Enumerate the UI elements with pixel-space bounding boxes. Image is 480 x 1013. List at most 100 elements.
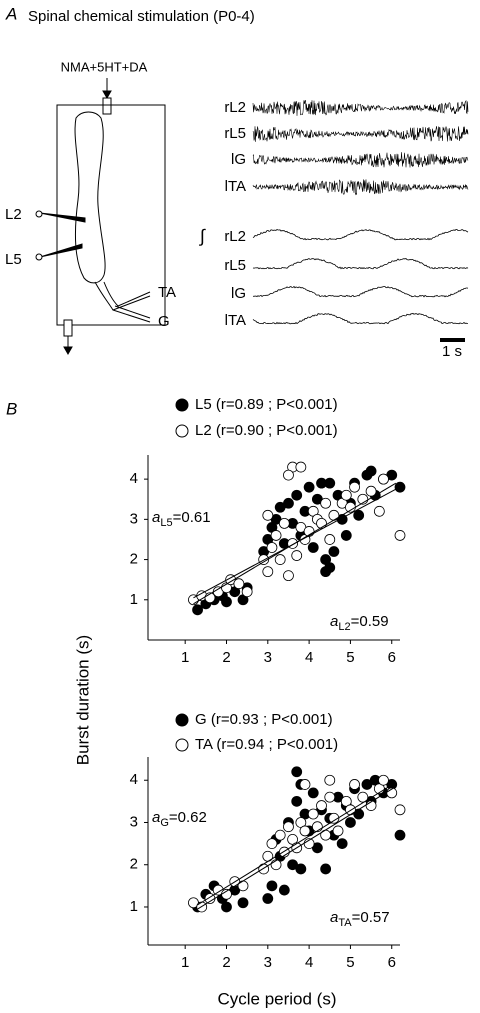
data-point bbox=[233, 578, 245, 590]
data-point bbox=[291, 550, 303, 561]
data-point bbox=[349, 779, 360, 790]
legend-marker bbox=[175, 713, 189, 727]
data-point bbox=[299, 825, 311, 837]
data-point bbox=[266, 542, 278, 553]
data-point bbox=[307, 787, 319, 799]
data-point bbox=[291, 766, 303, 778]
cord-label: TA bbox=[158, 284, 176, 301]
data-point bbox=[295, 461, 307, 473]
data-point bbox=[378, 774, 389, 786]
cord-label: G bbox=[158, 313, 170, 330]
integrated-trace bbox=[252, 285, 469, 298]
data-point bbox=[353, 509, 365, 521]
data-point bbox=[283, 821, 294, 833]
data-point bbox=[274, 554, 286, 565]
x-tick-label: 6 bbox=[388, 649, 396, 666]
data-point bbox=[262, 566, 274, 578]
annotation-subscript: L2 bbox=[338, 621, 350, 633]
annotation-text: =0.59 bbox=[351, 613, 389, 630]
legend-label: G (r=0.93 ; P<0.001) bbox=[195, 711, 333, 728]
panel-label: B bbox=[6, 399, 17, 418]
data-point bbox=[258, 863, 270, 875]
x-tick-label: 1 bbox=[181, 954, 189, 971]
integrated-trace bbox=[252, 228, 469, 241]
trace-label: rL5 bbox=[224, 257, 246, 274]
legend-label: TA (r=0.94 ; P<0.001) bbox=[195, 736, 338, 753]
data-point bbox=[266, 880, 278, 892]
data-point bbox=[192, 604, 203, 616]
data-point bbox=[345, 804, 356, 816]
annotation-symbol: a bbox=[152, 509, 160, 526]
data-point bbox=[278, 884, 290, 896]
trace-label: lTA bbox=[225, 312, 246, 329]
data-point bbox=[307, 808, 319, 820]
annotation-text: =0.61 bbox=[173, 509, 211, 526]
annotation: aL5=0.61 bbox=[152, 509, 211, 529]
data-point bbox=[221, 901, 232, 913]
data-point bbox=[295, 863, 307, 875]
legend-label: L5 (r=0.89 ; P<0.001) bbox=[195, 396, 338, 413]
y-tick-label: 4 bbox=[130, 771, 138, 788]
integrated-trace bbox=[252, 312, 469, 325]
x-tick-label: 5 bbox=[346, 649, 354, 666]
y-tick-label: 3 bbox=[130, 510, 138, 527]
data-point bbox=[283, 570, 294, 582]
data-point bbox=[394, 829, 406, 841]
data-point bbox=[394, 481, 406, 493]
x-tick-label: 6 bbox=[388, 954, 396, 971]
legend-label: L2 (r=0.90 ; P<0.001) bbox=[195, 422, 338, 439]
data-point bbox=[274, 829, 286, 841]
data-point bbox=[373, 505, 385, 517]
trace-label: rL5 bbox=[224, 125, 246, 142]
data-point bbox=[266, 838, 278, 850]
integral-sign: ∫ bbox=[198, 226, 206, 246]
x-tick-label: 2 bbox=[222, 649, 230, 666]
data-point bbox=[262, 509, 274, 521]
data-point bbox=[283, 469, 294, 481]
traces bbox=[252, 99, 469, 325]
data-point bbox=[320, 497, 332, 509]
legend-marker bbox=[175, 398, 189, 412]
data-point bbox=[291, 489, 303, 501]
raw-trace bbox=[252, 152, 469, 168]
annotation: aTA=0.57 bbox=[330, 909, 390, 929]
annotation-subscript: G bbox=[160, 817, 169, 829]
data-point bbox=[303, 481, 315, 493]
x-tick-label: 4 bbox=[305, 649, 313, 666]
y-tick-label: 1 bbox=[130, 898, 138, 915]
y-tick-label: 3 bbox=[130, 813, 138, 830]
annotation: aL2=0.59 bbox=[330, 613, 389, 633]
spinal-cord-diagram bbox=[35, 78, 166, 356]
annotation-text: =0.57 bbox=[352, 909, 390, 926]
data-point bbox=[320, 863, 332, 875]
data-point bbox=[262, 893, 274, 904]
annotation-symbol: a bbox=[152, 809, 160, 826]
data-point bbox=[324, 534, 336, 545]
data-point bbox=[316, 800, 327, 811]
data-point bbox=[324, 791, 336, 803]
x-tick-label: 4 bbox=[305, 954, 313, 971]
annotation-subscript: TA bbox=[338, 917, 352, 929]
data-point bbox=[328, 812, 340, 824]
data-point bbox=[221, 596, 232, 608]
x-tick-label: 3 bbox=[264, 649, 272, 666]
data-point bbox=[365, 465, 377, 477]
data-point bbox=[237, 897, 249, 909]
data-point bbox=[340, 489, 352, 501]
trace-label: rL2 bbox=[224, 99, 246, 116]
x-axis-label: Cycle period (s) bbox=[217, 989, 336, 1008]
data-point bbox=[378, 473, 389, 485]
raw-trace bbox=[252, 99, 469, 116]
fit-line bbox=[193, 488, 397, 599]
annotation-text: =0.62 bbox=[169, 809, 207, 826]
y-tick-label: 2 bbox=[130, 551, 138, 568]
data-point bbox=[324, 477, 336, 489]
panel-label: A bbox=[5, 4, 17, 23]
y-tick-label: 2 bbox=[130, 856, 138, 873]
fit-line bbox=[197, 786, 397, 910]
legend-marker bbox=[175, 424, 189, 438]
legend-marker bbox=[175, 738, 189, 752]
raw-trace bbox=[252, 179, 469, 196]
cord-label: L2 bbox=[5, 206, 22, 223]
